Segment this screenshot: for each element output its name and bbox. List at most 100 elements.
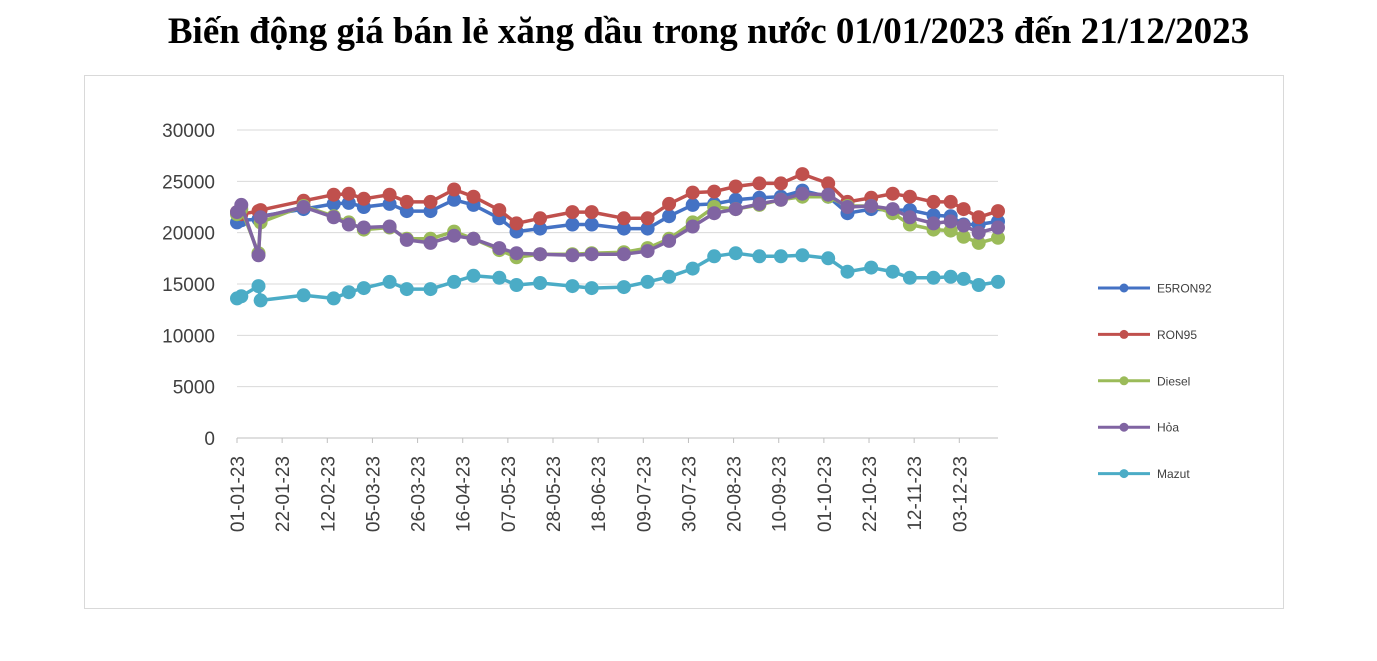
data-point — [234, 197, 249, 212]
data-point — [296, 200, 311, 214]
data-point — [971, 225, 986, 240]
data-point — [640, 244, 655, 259]
data-point — [341, 285, 356, 300]
x-axis-tick-labels: 01-01-23 22-01-23 12-02-23 05-03-23 26-03-23… — [228, 438, 971, 532]
data-point — [565, 279, 580, 294]
data-point — [447, 192, 462, 207]
data-point — [466, 189, 481, 204]
data-point — [840, 200, 855, 214]
data-point — [533, 211, 548, 226]
data-point — [447, 182, 462, 197]
legend-item: Hỏa — [1098, 421, 1179, 435]
legend-item: RON95 — [1098, 328, 1197, 342]
data-point — [326, 210, 341, 225]
data-point — [971, 235, 986, 250]
data-point — [885, 186, 900, 201]
data-point — [382, 274, 397, 289]
data-point — [356, 220, 371, 235]
y-tick-label: 15000 — [162, 275, 215, 296]
data-point — [752, 176, 767, 191]
data-point — [356, 281, 371, 296]
y-tick-label: 0 — [204, 429, 215, 450]
data-point — [821, 251, 836, 266]
legend-item: Mazut — [1098, 467, 1190, 481]
data-point — [509, 278, 524, 292]
data-point — [640, 221, 655, 236]
data-point — [840, 264, 855, 279]
data-point — [685, 219, 700, 234]
legend-item: Diesel — [1098, 374, 1190, 388]
x-tick-label: 01-01-23 — [228, 456, 249, 532]
data-point — [991, 230, 1005, 245]
legend-label: Hỏa — [1157, 421, 1179, 435]
data-point — [662, 196, 677, 211]
data-point — [533, 276, 548, 290]
x-tick-label: 09-07-23 — [634, 456, 655, 532]
data-point — [251, 279, 266, 294]
data-point — [565, 205, 580, 220]
data-point — [926, 216, 941, 231]
data-point — [533, 247, 548, 262]
data-point — [662, 209, 677, 224]
data-point — [685, 185, 700, 200]
data-point — [662, 233, 677, 248]
data-point — [565, 248, 580, 263]
data-point — [616, 221, 631, 236]
data-point — [253, 210, 268, 225]
legend-swatch-marker — [1119, 329, 1129, 339]
data-point — [902, 189, 917, 204]
legend-swatch-marker — [1119, 422, 1129, 432]
data-point — [447, 228, 462, 243]
data-point — [466, 231, 481, 246]
data-point — [423, 194, 438, 209]
data-point — [926, 194, 941, 209]
data-point — [685, 197, 700, 212]
data-point — [773, 192, 788, 207]
x-tick-label: 12-02-23 — [318, 456, 339, 532]
x-tick-label: 22-01-23 — [273, 456, 294, 532]
data-point — [640, 274, 655, 289]
data-point — [991, 204, 1005, 219]
x-tick-label: 05-03-23 — [363, 456, 384, 532]
data-point — [616, 280, 631, 295]
data-point — [728, 179, 743, 194]
x-tick-label: 28-05-23 — [544, 456, 565, 532]
data-point — [341, 186, 356, 201]
data-point — [707, 184, 722, 199]
data-point — [584, 205, 599, 220]
data-point — [616, 247, 631, 262]
data-point — [943, 214, 958, 229]
data-point — [584, 217, 599, 232]
data-point — [640, 211, 655, 226]
data-point — [902, 210, 917, 225]
x-tick-label: 01-10-23 — [815, 456, 836, 532]
data-point — [795, 167, 810, 182]
data-point — [991, 274, 1005, 289]
data-point — [971, 210, 986, 225]
chart-title: Biến động giá bán lẻ xăng dầu trong nước… — [167, 11, 1250, 52]
data-point — [685, 261, 700, 276]
y-axis-tick-labels: 0 5000 10000 15000 20000 25000 30000 — [162, 121, 215, 450]
data-point — [399, 232, 414, 247]
data-point — [821, 187, 836, 202]
data-point — [399, 194, 414, 209]
data-point — [885, 202, 900, 217]
x-tick-label: 20-08-23 — [725, 456, 746, 532]
y-tick-label: 30000 — [162, 121, 215, 142]
data-point — [821, 176, 836, 191]
data-point — [885, 264, 900, 279]
series-hỏa — [230, 186, 1005, 263]
data-point — [584, 281, 599, 296]
series-lines — [230, 167, 1005, 308]
series-ron95 — [230, 167, 1005, 231]
data-point — [341, 217, 356, 232]
data-point — [296, 288, 311, 303]
legend-label: RON95 — [1157, 328, 1197, 342]
y-tick-label: 25000 — [162, 172, 215, 193]
legend-swatch-marker — [1119, 469, 1129, 479]
data-point — [728, 246, 743, 261]
legend-label: Mazut — [1157, 467, 1190, 481]
y-tick-label: 5000 — [173, 378, 215, 399]
x-tick-label: 16-04-23 — [454, 456, 475, 532]
